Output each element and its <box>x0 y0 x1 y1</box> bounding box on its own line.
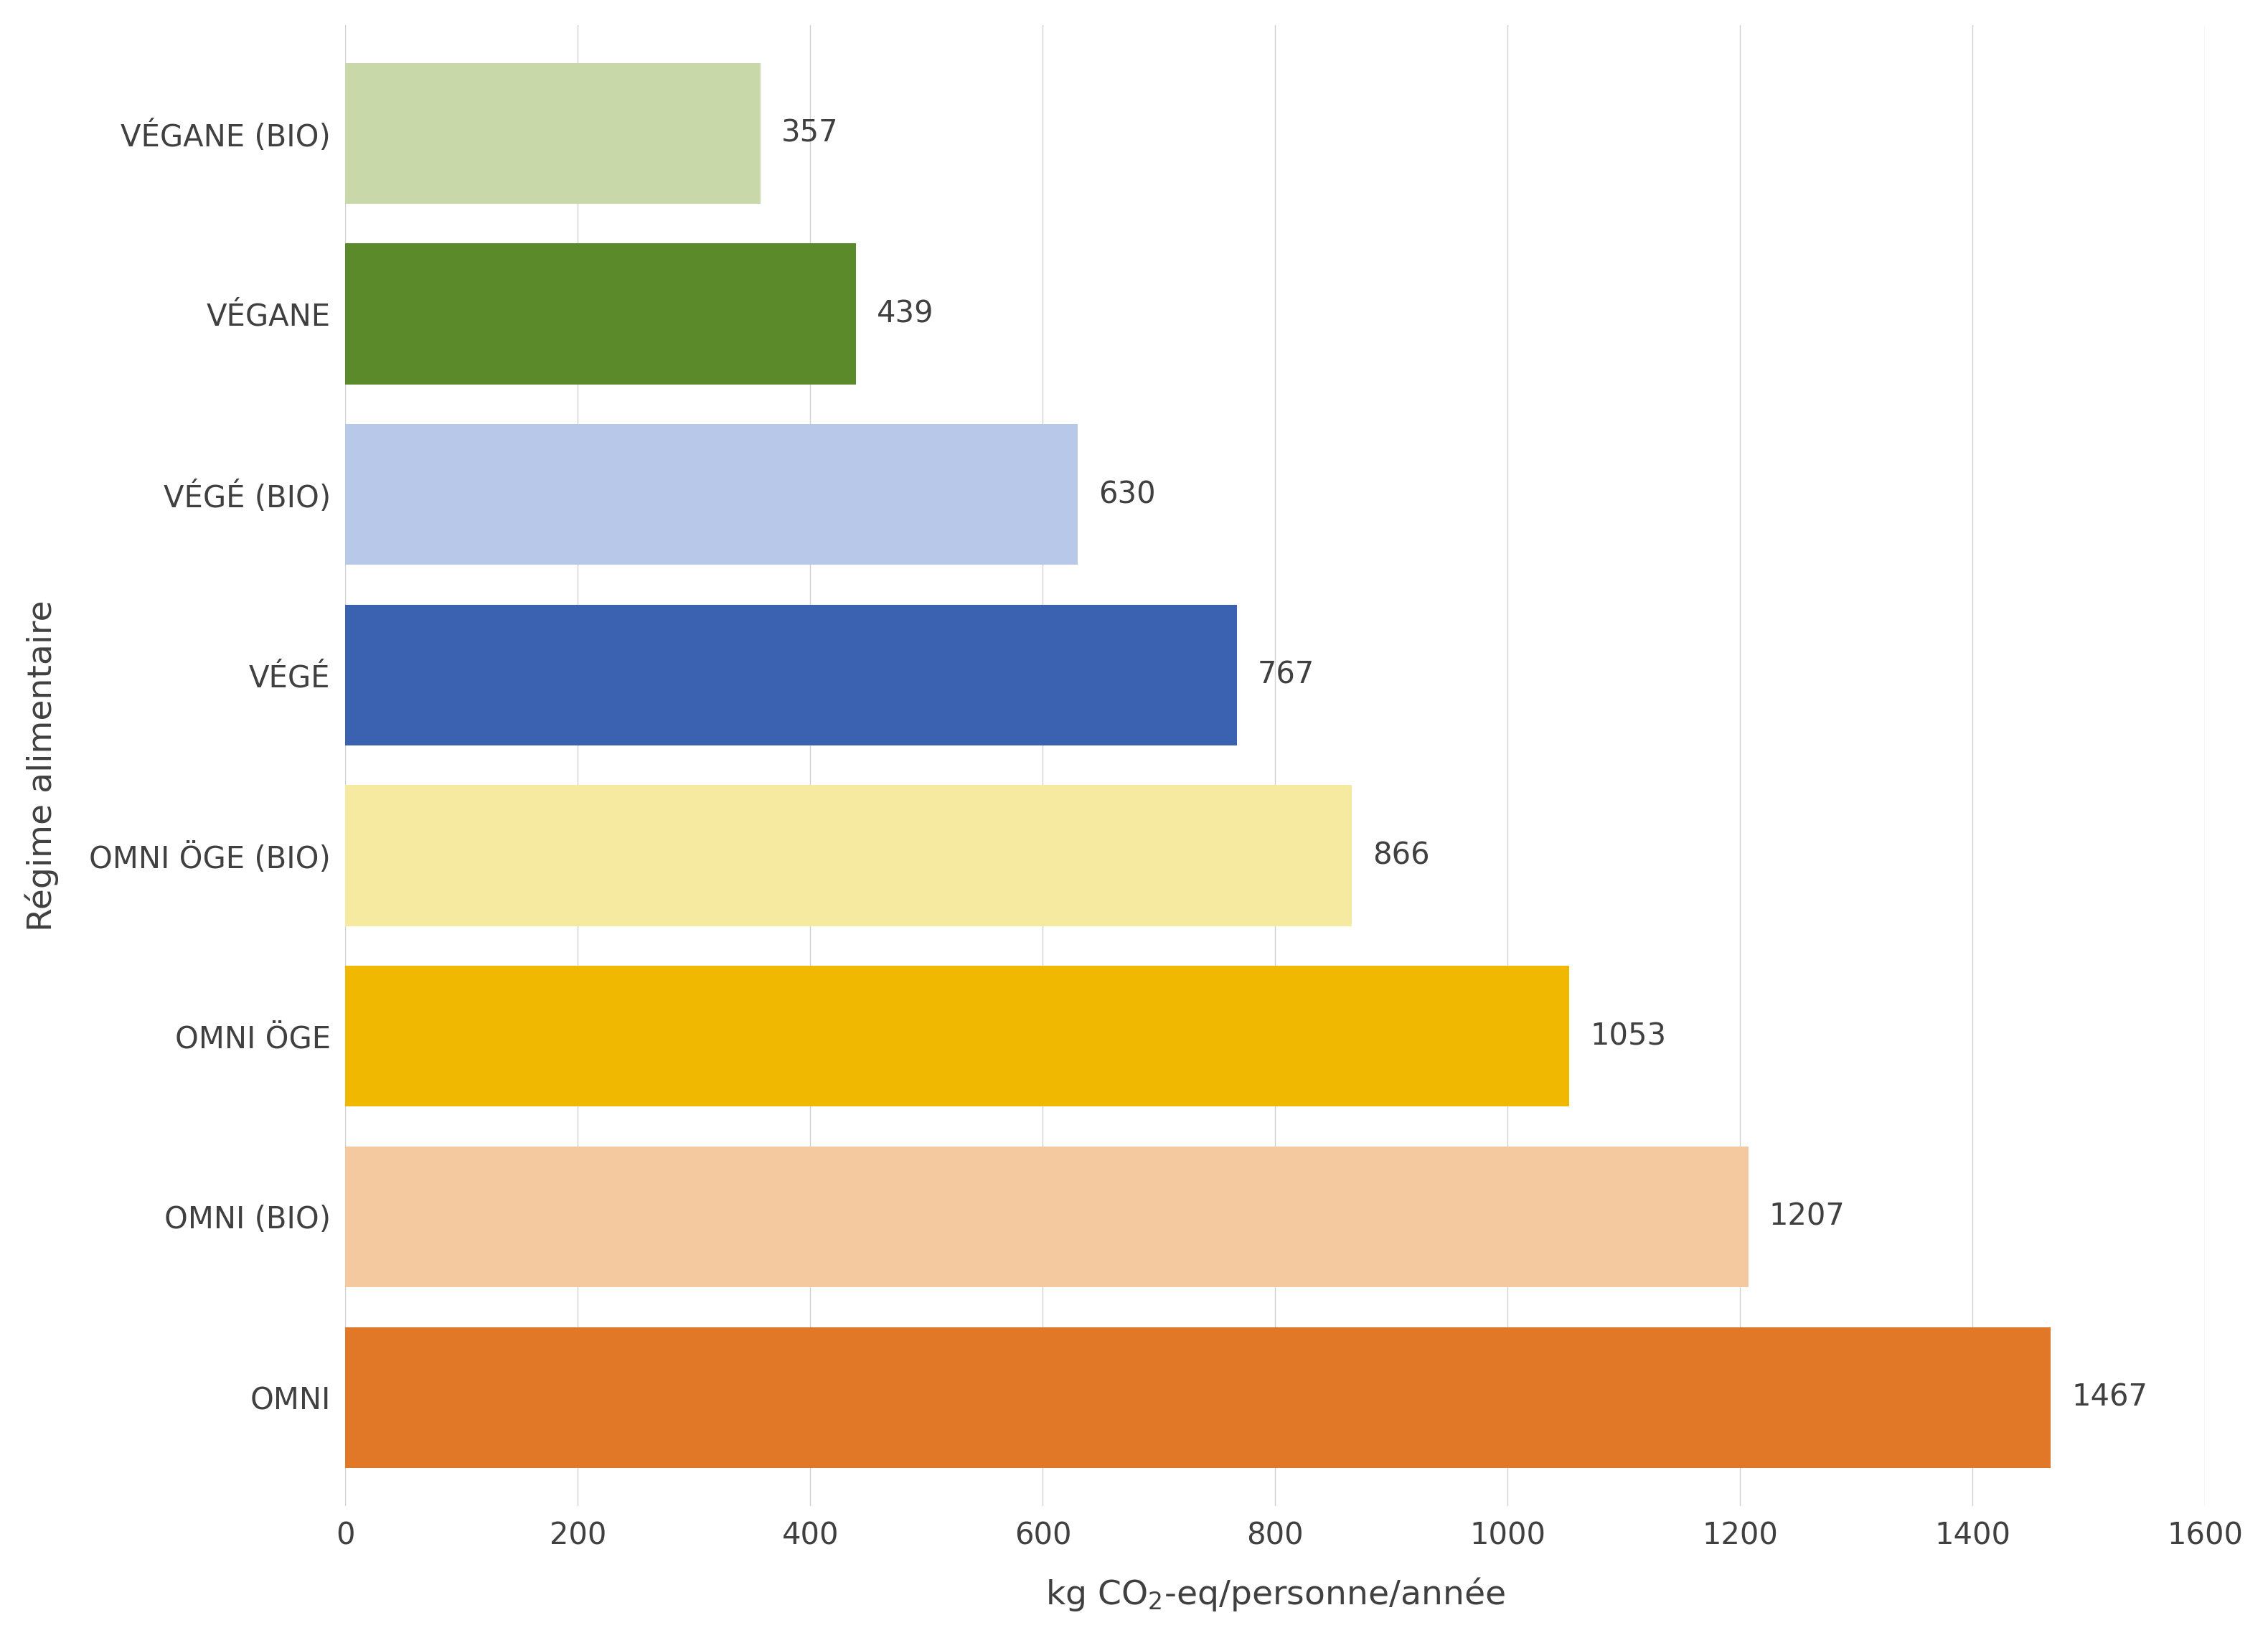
Text: 1207: 1207 <box>1769 1202 1846 1232</box>
Text: 767: 767 <box>1259 660 1315 690</box>
Text: 439: 439 <box>878 298 934 329</box>
Bar <box>345 424 1077 565</box>
Text: 866: 866 <box>1372 840 1431 871</box>
Text: 630: 630 <box>1098 480 1157 509</box>
Bar <box>345 785 1352 925</box>
Text: 357: 357 <box>780 118 839 149</box>
X-axis label: kg CO$_2$-eq/personne/année: kg CO$_2$-eq/personne/année <box>1046 1576 1506 1613</box>
Bar <box>345 244 855 385</box>
Text: 1053: 1053 <box>1590 1020 1667 1052</box>
Bar <box>345 604 1236 745</box>
Bar <box>345 1147 1749 1287</box>
Y-axis label: Régime alimentaire: Régime alimentaire <box>25 600 59 930</box>
Bar <box>345 966 1569 1107</box>
Bar <box>345 62 760 203</box>
Text: 1467: 1467 <box>2071 1382 2148 1412</box>
Bar <box>345 1327 2050 1468</box>
